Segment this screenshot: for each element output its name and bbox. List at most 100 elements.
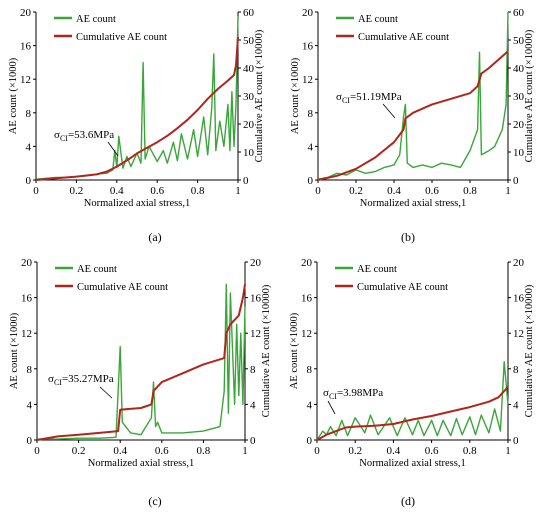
x-tick-label: 1 [242,445,248,457]
y-tick-label-left: 4 [26,141,32,153]
panel-caption: (b) [401,230,415,244]
x-axis-label: Normalized axial stress,1 [359,458,465,469]
x-tick-label: 0.2 [348,445,362,457]
y-tick-label-left: 0 [27,435,33,447]
x-tick-label: 0.4 [113,445,127,457]
y-tick-label-left: 4 [308,141,314,153]
x-tick-label: 0 [33,185,39,197]
chart-panel-3: 0 0.2 0.4 0.6 0.8 1048121620048121620Normaliz… [9,257,272,508]
y-tick-label-left: 20 [21,257,33,269]
y-tick-label-right: 10 [243,147,255,159]
x-tick-label: 1 [505,445,511,457]
y-tick-label-right: 0 [250,435,256,447]
series-cumulative-ae-count-line [317,50,509,181]
y-tick-label-right: 20 [513,257,525,269]
x-tick-label: 0.4 [387,445,401,457]
legend-label-ae-count: AE count [77,264,117,275]
sigma-symbol: σ [54,129,60,141]
legend-label-cumulative: Cumulative AE count [357,282,448,293]
sigma-subscript: CI [60,134,68,143]
series-cumulative-ae-count-line [35,37,239,181]
y-tick-label-left: 8 [26,108,32,120]
x-axis-label: Normalized axial stress,1 [360,198,466,209]
x-tick-label: 0.6 [425,185,439,197]
x-tick-label: 0.8 [463,445,477,457]
panel-caption: (c) [148,494,161,508]
y-tick-label-left: 0 [307,435,313,447]
y-axis-label-left: AE count (×1000) [9,312,20,389]
y-tick-label-left: 12 [301,328,312,340]
x-tick-label: 0 [314,445,320,457]
y-axis-label-right: Cumulative AE count (×10000) [524,284,535,417]
x-tick-label: 1 [235,185,241,197]
sigma-subscript: CI [342,96,350,105]
y-axis-label-right: Cumulative AE count (×10000) [261,284,272,417]
sigma-value: =51.19MPa [350,91,402,103]
legend-label-ae-count: AE count [76,14,116,25]
y-tick-label-right: 0 [243,175,249,187]
y-tick-label-right: 40 [243,63,255,75]
y-tick-label-left: 16 [21,293,33,305]
y-tick-label-right: 16 [513,293,525,305]
legend-label-ae-count: AE count [357,264,397,275]
y-tick-label-left: 12 [20,74,31,86]
y-tick-label-left: 16 [302,41,314,53]
x-tick-label: 0.8 [191,185,205,197]
sigma-ci-annotation: σCI=3.98MPa [323,387,383,401]
y-tick-label-right: 16 [250,293,262,305]
sigma-value: =53.6MPa [68,129,114,141]
series-cumulative-ae-count-line [316,385,509,441]
series-ae-count-line [35,16,239,180]
y-tick-label-right: 30 [513,91,525,103]
y-axis-label-left: AE count (×1000) [8,57,19,134]
sigma-subscript: CI [329,392,337,401]
y-tick-label-left: 12 [21,328,32,340]
panel-caption: (a) [148,230,161,244]
y-tick-label-right: 8 [513,364,519,376]
y-tick-label-right: 20 [250,257,262,269]
y-tick-label-left: 20 [301,257,313,269]
annotation-pointer-line [327,400,336,415]
y-tick-label-right: 30 [243,91,255,103]
x-tick-label: 0.6 [150,185,164,197]
sigma-subscript: CI [54,378,62,387]
x-tick-label: 0.6 [155,445,169,457]
series-ae-count-line [316,361,509,441]
y-axis-label-left: AE count (×1000) [290,57,301,134]
y-tick-label-left: 20 [20,7,32,19]
sigma-value: =35.27MPa [62,373,114,385]
annotation-pointer-line [382,103,396,119]
y-axis-label-left: AE count (×1000) [289,312,300,389]
sigma-value: =3.98MPa [337,387,383,399]
x-tick-label: 0 [315,185,321,197]
sigma-ci-annotation: σCI=53.6MPa [54,129,114,143]
y-tick-label-left: 16 [20,41,32,53]
y-tick-label-right: 4 [250,399,256,411]
legend-label-cumulative: Cumulative AE count [358,32,449,43]
y-axis-label-right: Cumulative AE count (×10000) [254,29,265,162]
sigma-ci-annotation: σCI=51.19MPa [336,91,402,105]
x-axis-label: Normalized axial stress,1 [84,198,190,209]
y-tick-label-left: 4 [27,399,33,411]
x-tick-label: 0.2 [70,185,84,197]
x-tick-label: 0.4 [387,185,401,197]
chart-panel-4: 0 0.2 0.4 0.6 0.8 1048121620048121620Normaliz… [289,257,535,508]
y-tick-label-right: 20 [243,119,255,131]
annotation-pointer-line [99,386,113,399]
x-tick-label: 0.2 [72,445,86,457]
annotation-pointer-line [107,141,119,157]
y-tick-label-left: 4 [307,399,313,411]
y-tick-label-right: 20 [513,119,525,131]
legend-label-cumulative: Cumulative AE count [77,282,168,293]
x-axis-label: Normalized axial stress,1 [88,458,194,469]
y-tick-label-right: 40 [513,63,525,75]
x-tick-label: 0.6 [425,445,439,457]
y-tick-label-left: 8 [308,108,314,120]
y-tick-label-right: 4 [513,399,519,411]
y-tick-label-left: 0 [26,175,32,187]
sigma-symbol: σ [48,373,54,385]
y-tick-label-right: 10 [513,147,525,159]
sigma-ci-annotation: σCI=35.27MPa [48,373,114,387]
y-tick-label-left: 12 [302,74,313,86]
sigma-symbol: σ [336,91,342,103]
